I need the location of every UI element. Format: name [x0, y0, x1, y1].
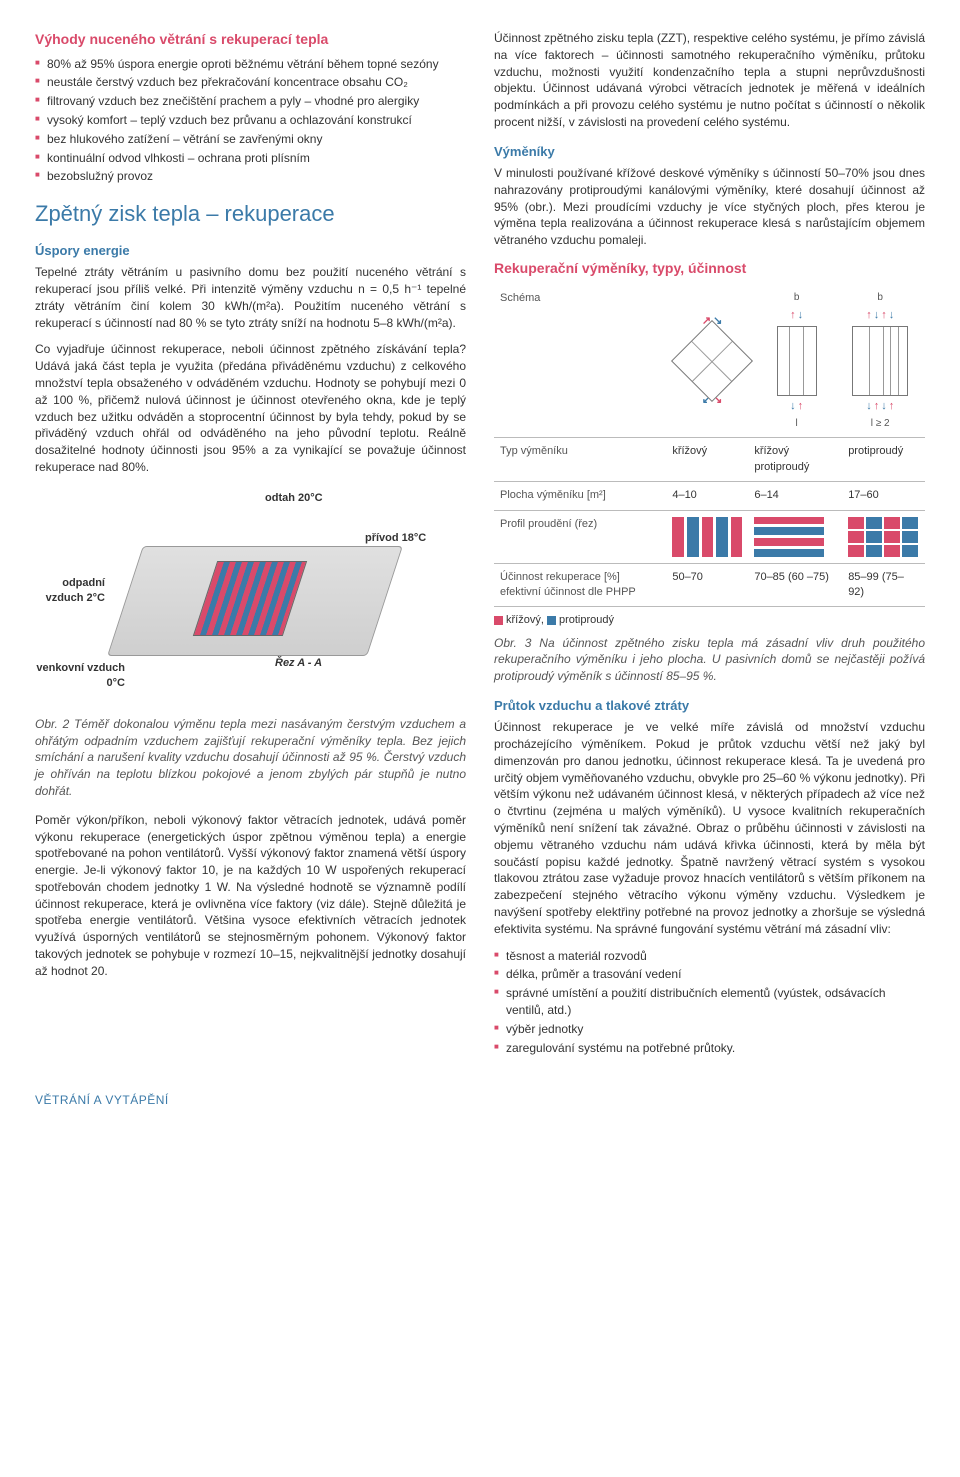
list-item: 80% až 95% úspora energie oproti běžnému… [35, 56, 466, 73]
legend-swatch-pink [494, 616, 503, 625]
paragraph-vymeniky: V minulosti používané křížové deskové vý… [494, 165, 925, 249]
list-item: neustále čerstvý vzduch bez překračování… [35, 74, 466, 91]
fig-label-odpadni: odpadní vzduch 2°C [35, 576, 105, 607]
th-plocha: Plocha výměníku [m²] [494, 482, 666, 510]
td-uc-2: 70–85 (60 –75) [748, 563, 842, 607]
page-footer: VĚTRÁNÍ A VYTÁPĚNÍ [35, 1092, 925, 1109]
td-typ-3: protiproudý [842, 438, 925, 482]
list-item: výběr jednotky [494, 1021, 925, 1038]
list-item: délka, průměr a trasování vedení [494, 966, 925, 983]
th-schema: Schéma [494, 285, 666, 438]
advantages-list: 80% až 95% úspora energie oproti běžnému… [35, 56, 466, 186]
heading-zisk: Zpětný zisk tepla – rekuperace [35, 199, 466, 230]
figure3-caption: Obr. 3 Na účinnost zpětného zisku tepla … [494, 635, 925, 685]
fig-label-rez: Řez A - A [275, 656, 322, 671]
heading-advantages: Výhody nuceného větrání s rekuperací tep… [35, 30, 466, 50]
fig-label-odtah: odtah 20°C [265, 491, 323, 506]
th-ucinnost: Účinnost rekuperace [%] efektivní účinno… [494, 563, 666, 607]
heading-uspory: Úspory energie [35, 242, 466, 260]
table-legend: křížový, protiproudý [494, 613, 925, 628]
heading-vymeniky: Výměníky [494, 143, 925, 161]
list-item: těsnost a materiál rozvodů [494, 948, 925, 965]
list-item: správné umístění a použití distribučních… [494, 985, 925, 1019]
td-profil-1 [666, 510, 748, 563]
td-uc-1: 50–70 [666, 563, 748, 607]
exchanger-table: Schéma ↗↘ ↙↘ b ↑↓ ↓↑ l [494, 285, 925, 608]
schema-cell: ↗↘ ↙↘ b ↑↓ ↓↑ l b ↑↓ [666, 285, 925, 438]
prutok-list: těsnost a materiál rozvodů délka, průměr… [494, 948, 925, 1057]
paragraph-prutok: Účinnost rekuperace je ve velké míře záv… [494, 719, 925, 937]
list-item: bez hlukového zatížení – větrání se zavř… [35, 131, 466, 148]
paragraph-uspory: Tepelné ztráty větráním u pasivního domu… [35, 264, 466, 331]
td-plocha-1: 4–10 [666, 482, 748, 510]
fig-label-venkovni: venkovní vzduch 0°C [35, 661, 125, 692]
list-item: filtrovaný vzduch bez znečištění prachem… [35, 93, 466, 110]
paragraph-ucinnost: Co vyjadřuje účinnost rekuperace, neboli… [35, 341, 466, 475]
legend-proti: protiproudý [559, 614, 614, 626]
legend-krizovy: křížový, [506, 614, 544, 626]
td-profil-2 [748, 510, 842, 563]
heading-table: Rekuperační výměníky, typy, účinnost [494, 259, 925, 279]
list-item: zaregulování systému na potřebné průtoky… [494, 1040, 925, 1057]
td-typ-2: křížový protiproudý [748, 438, 842, 482]
schema-counter: b ↑↓↑↓ ↓↑↓↑ l ≥ 2 [852, 291, 908, 432]
td-typ-1: křížový [666, 438, 748, 482]
figure2-caption: Obr. 2 Téměř dokonalou výměnu tepla mezi… [35, 716, 466, 800]
paragraph-zzt: Účinnost zpětného zisku tepla (ZZT), res… [494, 30, 925, 131]
td-uc-3: 85–99 (75–92) [842, 563, 925, 607]
heading-prutok: Průtok vzduchu a tlakové ztráty [494, 697, 925, 715]
td-plocha-2: 6–14 [748, 482, 842, 510]
schema-cross: ↗↘ ↙↘ [683, 314, 741, 409]
legend-swatch-blue [547, 616, 556, 625]
fig-label-privod: přívod 18°C [365, 531, 426, 546]
td-profil-3 [842, 510, 925, 563]
paragraph-pomer: Poměr výkon/příkon, neboli výkonový fakt… [35, 812, 466, 980]
schema-cross-counter: b ↑↓ ↓↑ l [777, 291, 817, 432]
td-plocha-3: 17–60 [842, 482, 925, 510]
figure-heat-exchanger: odtah 20°C přívod 18°C odpadní vzduch 2°… [35, 486, 466, 706]
list-item: bezobslužný provoz [35, 168, 466, 185]
list-item: vysoký komfort – teplý vzduch bez průvan… [35, 112, 466, 129]
list-item: kontinuální odvod vlhkosti – ochrana pro… [35, 150, 466, 167]
th-typ: Typ výměníku [494, 438, 666, 482]
th-profil: Profil proudění (řez) [494, 510, 666, 563]
